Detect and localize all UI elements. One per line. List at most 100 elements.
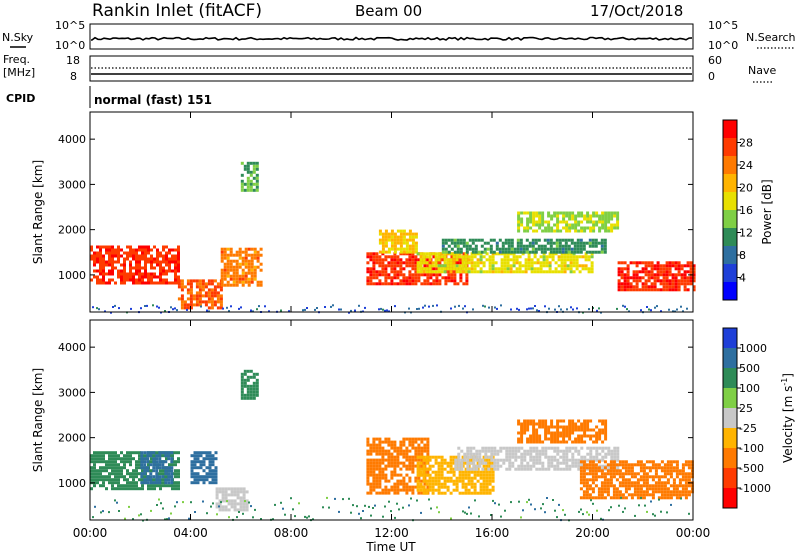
- power-cell: [239, 248, 242, 251]
- power-cell: [387, 276, 390, 279]
- power-cell: [565, 251, 568, 254]
- velocity-cell: [625, 460, 628, 463]
- power-cell: [627, 267, 630, 270]
- power-cell: [586, 215, 589, 218]
- power-cell: [544, 227, 547, 230]
- velocity-cell: [520, 435, 523, 438]
- velocity-cell: [469, 456, 472, 459]
- velocity-cell: [234, 499, 237, 502]
- velocity-cell: [604, 456, 607, 459]
- velocity-cell: [203, 451, 206, 454]
- power-cell: [184, 300, 187, 303]
- velocity-cell: [253, 397, 256, 400]
- power-cell: [253, 162, 256, 165]
- velocity-cell: [117, 469, 120, 472]
- power-cell: [99, 279, 102, 282]
- power-cell: [423, 273, 426, 276]
- velocity-cell: [619, 463, 622, 466]
- velocity-colorbar-tick: 1000: [739, 342, 767, 355]
- velocity-cell: [673, 466, 676, 469]
- velocity-cell: [405, 453, 408, 456]
- velocity-cell: [372, 444, 375, 447]
- power-cell: [174, 261, 177, 264]
- power-cell: [657, 270, 660, 273]
- velocity-cell: [613, 453, 616, 456]
- power-cell: [444, 261, 447, 264]
- power-cell: [566, 308, 568, 310]
- power-cell: [141, 276, 144, 279]
- power-cell: [583, 218, 586, 221]
- velocity-cell: [673, 469, 676, 472]
- velocity-cell: [604, 435, 607, 438]
- velocity-cell: [152, 457, 155, 460]
- velocity-cell: [649, 484, 652, 487]
- power-cell: [187, 303, 190, 306]
- velocity-cell: [562, 432, 565, 435]
- velocity-cell: [141, 484, 144, 487]
- velocity-cell: [120, 487, 123, 490]
- power-cell: [660, 279, 663, 282]
- velocity-cell: [402, 477, 405, 480]
- power-cell: [394, 305, 396, 307]
- power-cell: [369, 258, 372, 261]
- velocity-cell: [601, 484, 604, 487]
- power-cell: [570, 267, 573, 270]
- power-cell: [663, 264, 666, 267]
- velocity-cell: [432, 456, 435, 459]
- velocity-cell: [417, 447, 420, 450]
- velocity-cell: [429, 489, 432, 492]
- velocity-cell: [553, 432, 556, 435]
- velocity-cell: [362, 510, 364, 512]
- velocity-cell: [200, 460, 203, 463]
- velocity-cell: [598, 432, 601, 435]
- velocity-cell: [589, 484, 592, 487]
- velocity-cell: [547, 459, 550, 462]
- power-cell: [607, 212, 610, 215]
- velocity-cell: [559, 426, 562, 429]
- velocity-cell: [477, 492, 480, 495]
- velocity-cell: [219, 490, 222, 493]
- velocity-cell: [652, 463, 655, 466]
- power-cell: [577, 221, 580, 224]
- velocity-cell: [155, 454, 158, 457]
- power-cell: [561, 270, 564, 273]
- velocity-cell: [174, 460, 177, 463]
- power-cell: [396, 258, 399, 261]
- velocity-cell: [105, 451, 108, 454]
- power-cell: [251, 278, 254, 281]
- velocity-cell: [628, 484, 631, 487]
- velocity-cell: [417, 444, 420, 447]
- power-cell: [648, 264, 651, 267]
- power-cell: [144, 267, 147, 270]
- power-cell: [239, 263, 242, 266]
- velocity-cell: [116, 502, 118, 504]
- power-cell: [405, 282, 408, 285]
- power-cell: [426, 273, 429, 276]
- velocity-cell: [544, 447, 547, 450]
- power-cell: [650, 309, 652, 311]
- power-cell: [447, 267, 450, 270]
- power-cell: [171, 258, 174, 261]
- power-cell: [447, 276, 450, 279]
- velocity-cell: [568, 429, 571, 432]
- velocity-cell: [556, 516, 558, 518]
- velocity-cell: [152, 469, 155, 472]
- power-cell: [208, 282, 211, 285]
- power-cell: [690, 276, 693, 279]
- velocity-cell: [610, 484, 613, 487]
- power-cell: [448, 251, 451, 254]
- power-cell: [316, 307, 318, 309]
- velocity-cell: [469, 450, 472, 453]
- velocity-cell: [174, 451, 177, 454]
- velocity-cell: [420, 512, 422, 514]
- power-cell: [375, 261, 378, 264]
- power-cell: [130, 308, 132, 310]
- power-cell: [399, 273, 402, 276]
- power-cell: [636, 264, 639, 267]
- velocity-cell: [423, 489, 426, 492]
- power-cell: [645, 273, 648, 276]
- velocity-cell: [616, 493, 619, 496]
- velocity-cell: [114, 454, 117, 457]
- velocity-cell: [430, 508, 432, 510]
- velocity-cell: [487, 456, 490, 459]
